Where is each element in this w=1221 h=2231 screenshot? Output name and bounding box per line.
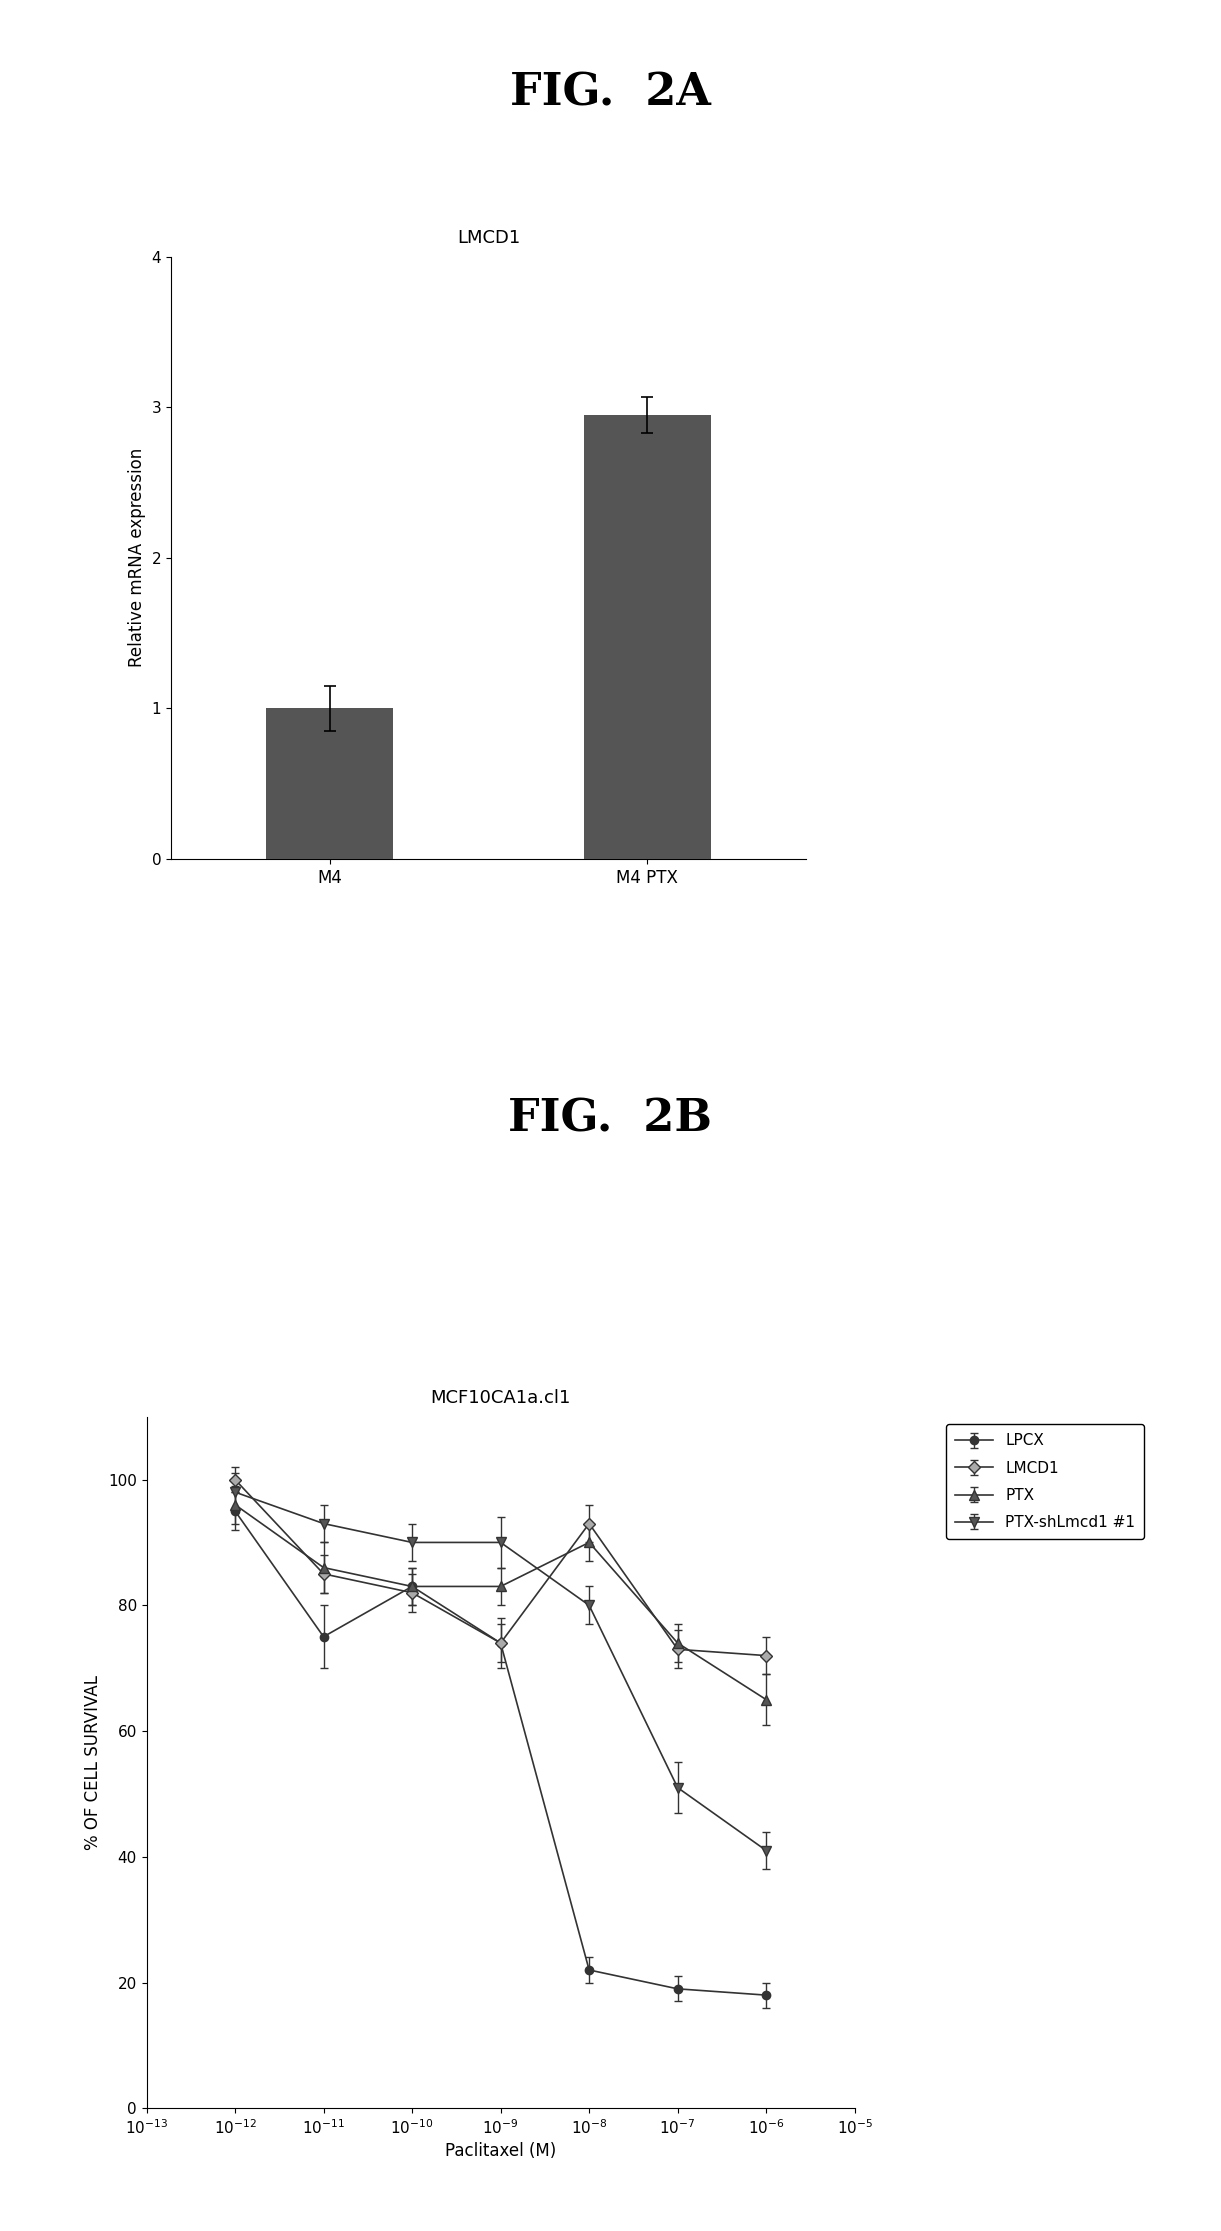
Title: MCF10CA1a.cl1: MCF10CA1a.cl1: [431, 1388, 570, 1408]
X-axis label: Paclitaxel (M): Paclitaxel (M): [444, 2142, 557, 2160]
Bar: [266, 709, 393, 859]
Bar: [584, 415, 711, 859]
Y-axis label: Relative mRNA expression: Relative mRNA expression: [128, 448, 147, 667]
Title: LMCD1: LMCD1: [457, 228, 520, 248]
Text: FIG.  2B: FIG. 2B: [508, 1098, 713, 1140]
Legend: LPCX, LMCD1, PTX, PTX-shLmcd1 #1: LPCX, LMCD1, PTX, PTX-shLmcd1 #1: [946, 1423, 1144, 1539]
Text: FIG.  2A: FIG. 2A: [510, 71, 711, 114]
Y-axis label: % OF CELL SURVIVAL: % OF CELL SURVIVAL: [84, 1675, 103, 1849]
